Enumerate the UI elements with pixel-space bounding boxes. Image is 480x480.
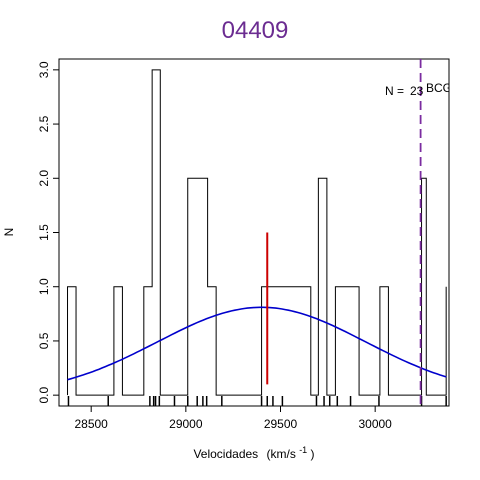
x-axis-label-close: ) (311, 447, 315, 461)
y-axis-label: N (2, 228, 16, 237)
y-tick-label: 3.0 (37, 61, 51, 78)
rug-ticks (67, 396, 447, 406)
x-tick-label: 28500 (74, 417, 108, 431)
y-tick-label: 0.5 (37, 332, 51, 349)
x-tick-label: 30000 (358, 417, 392, 431)
bcg-label: BCG (426, 81, 452, 95)
x-axis: 28500 29000 29500 30000 (74, 406, 392, 431)
y-axis: 0.0 0.5 1.0 1.5 2.0 2.5 3.0 (37, 61, 59, 404)
y-tick-label: 1.5 (37, 224, 51, 241)
x-axis-label-main: Velocidades (193, 447, 258, 461)
y-tick-label: 0.0 (37, 386, 51, 403)
n-label: N = (385, 84, 404, 98)
chart-title: 04409 (222, 17, 289, 44)
overlays (67, 59, 447, 406)
x-tick-label: 29000 (169, 417, 203, 431)
x-tick-label: 29500 (264, 417, 298, 431)
histogram-outline (67, 69, 447, 396)
n-value: 23 (410, 84, 424, 98)
y-tick-label: 1.0 (37, 278, 51, 295)
x-axis-label-units: (km/s (267, 447, 296, 461)
histogram (67, 69, 447, 396)
x-axis-label: Velocidades (km/s -1 ) (193, 442, 314, 461)
gaussian-fit-curve (67, 306, 447, 381)
y-tick-label: 2.5 (37, 115, 51, 132)
x-axis-label-exponent: -1 (299, 445, 307, 455)
y-tick-label: 2.0 (37, 170, 51, 187)
